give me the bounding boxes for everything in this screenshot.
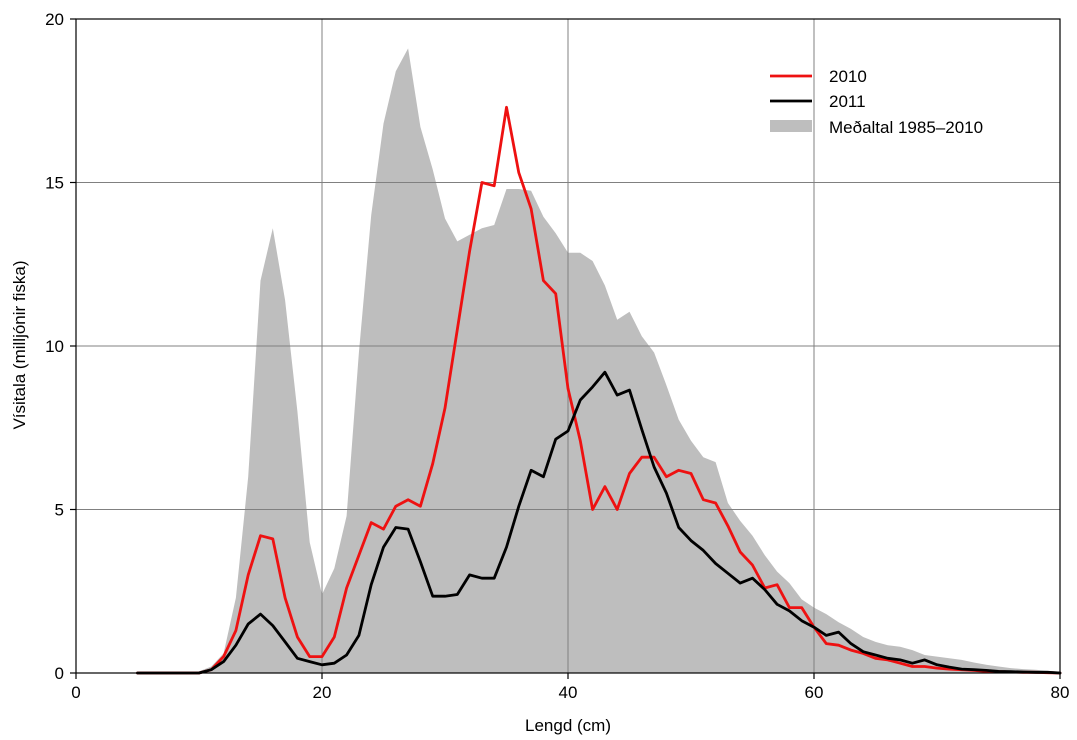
y-tick-label-5: 5 [55, 501, 64, 520]
grid-layer [76, 19, 1060, 673]
x-tick-label-0: 0 [71, 683, 80, 702]
x-tick-label-20: 20 [313, 683, 332, 702]
ticks-layer: 0 20 40 60 80 0 5 10 15 20 [45, 10, 1069, 702]
y-axis-label: Vísitala (milljónir fiska) [10, 260, 29, 429]
x-tick-label-60: 60 [805, 683, 824, 702]
y-tick-label-20: 20 [45, 10, 64, 29]
lines-layer [136, 105, 1062, 675]
area-layer [137, 48, 1060, 673]
y-tick-label-10: 10 [45, 337, 64, 356]
legend-label-average: Meðaltal 1985–2010 [829, 118, 983, 137]
y-tick-label-0: 0 [55, 664, 64, 683]
legend: 2010 2011 Meðaltal 1985–2010 [770, 67, 983, 137]
x-axis-label: Lengd (cm) [525, 716, 611, 735]
x-tick-label-80: 80 [1051, 683, 1070, 702]
series-line-2011 [136, 370, 1062, 675]
series-area-average [137, 48, 1060, 673]
y-tick-label-15: 15 [45, 174, 64, 193]
legend-label-2010: 2010 [829, 67, 867, 86]
series-line-2010 [136, 105, 1062, 675]
legend-label-2011: 2011 [829, 92, 866, 111]
x-tick-label-40: 40 [559, 683, 578, 702]
